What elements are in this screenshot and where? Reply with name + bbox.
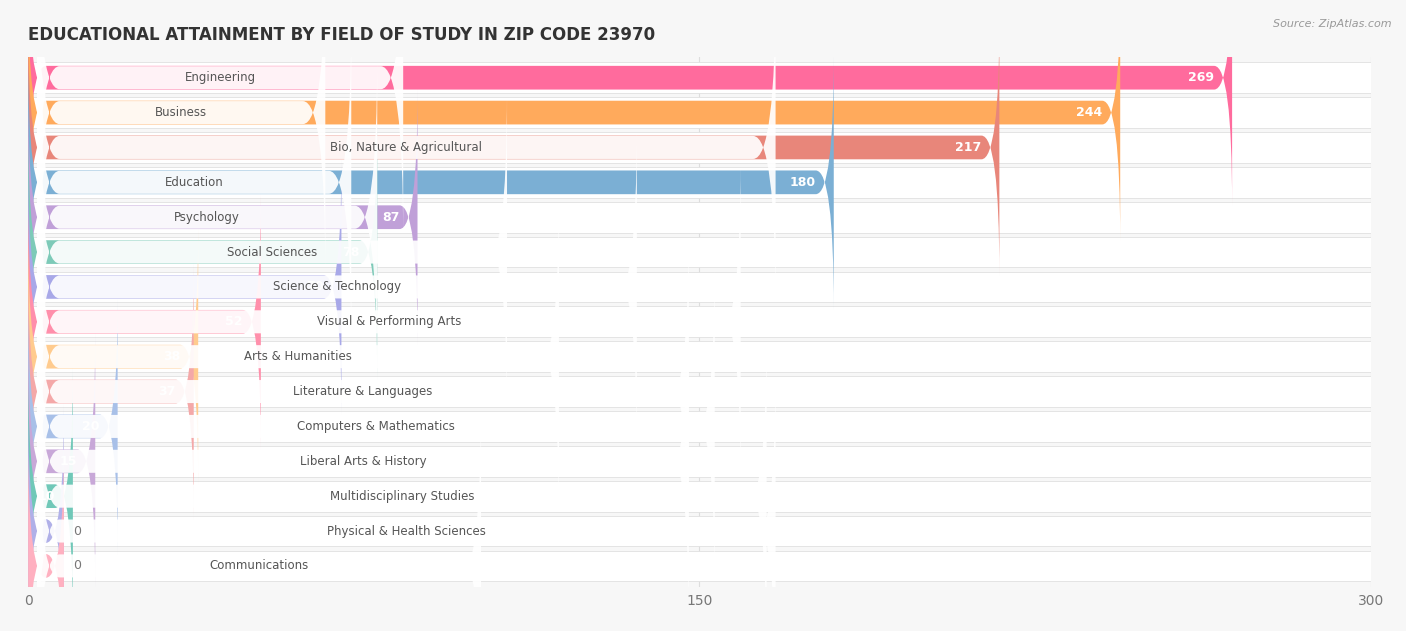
FancyBboxPatch shape (37, 228, 689, 555)
Text: 37: 37 (159, 385, 176, 398)
Bar (28, 341, 1371, 372)
FancyBboxPatch shape (37, 159, 741, 485)
FancyBboxPatch shape (28, 194, 262, 449)
FancyBboxPatch shape (37, 403, 481, 631)
FancyBboxPatch shape (37, 369, 776, 631)
FancyBboxPatch shape (37, 298, 689, 624)
FancyBboxPatch shape (28, 264, 194, 519)
FancyBboxPatch shape (37, 264, 714, 589)
FancyBboxPatch shape (28, 124, 377, 380)
Bar (28, 237, 1371, 268)
FancyBboxPatch shape (28, 0, 1121, 240)
Text: Business: Business (155, 106, 207, 119)
Text: 180: 180 (790, 176, 815, 189)
Text: EDUCATIONAL ATTAINMENT BY FIELD OF STUDY IN ZIP CODE 23970: EDUCATIONAL ATTAINMENT BY FIELD OF STUDY… (28, 26, 655, 44)
FancyBboxPatch shape (37, 124, 637, 450)
Text: Social Sciences: Social Sciences (226, 245, 318, 259)
Text: Science & Technology: Science & Technology (273, 280, 401, 293)
Text: 0: 0 (73, 524, 82, 538)
FancyBboxPatch shape (28, 20, 1000, 275)
FancyBboxPatch shape (37, 0, 776, 310)
FancyBboxPatch shape (28, 439, 63, 631)
Text: Education: Education (165, 176, 224, 189)
Text: 244: 244 (1076, 106, 1102, 119)
Text: Multidisciplinary Studies: Multidisciplinary Studies (329, 490, 474, 503)
FancyBboxPatch shape (37, 20, 352, 345)
FancyBboxPatch shape (37, 0, 404, 240)
Bar (28, 307, 1371, 337)
Text: 78: 78 (342, 245, 360, 259)
Text: Physical & Health Sciences: Physical & Health Sciences (326, 524, 485, 538)
FancyBboxPatch shape (28, 299, 118, 554)
Text: Literature & Languages: Literature & Languages (294, 385, 433, 398)
FancyBboxPatch shape (28, 403, 63, 631)
FancyBboxPatch shape (28, 159, 342, 415)
Bar (28, 271, 1371, 302)
Text: Psychology: Psychology (174, 211, 240, 224)
Bar (28, 411, 1371, 442)
Text: 217: 217 (955, 141, 981, 154)
Bar (28, 516, 1371, 546)
Text: Source: ZipAtlas.com: Source: ZipAtlas.com (1274, 19, 1392, 29)
Text: Computers & Mathematics: Computers & Mathematics (297, 420, 454, 433)
Bar (28, 202, 1371, 233)
Text: 269: 269 (1188, 71, 1215, 84)
Bar (28, 167, 1371, 198)
Bar (28, 551, 1371, 581)
Text: Arts & Humanities: Arts & Humanities (245, 350, 352, 363)
Text: Bio, Nature & Agricultural: Bio, Nature & Agricultural (330, 141, 482, 154)
FancyBboxPatch shape (28, 334, 96, 589)
Bar (28, 376, 1371, 407)
Bar (28, 446, 1371, 476)
Bar (28, 132, 1371, 163)
Text: Communications: Communications (209, 560, 309, 572)
Text: 87: 87 (382, 211, 399, 224)
Text: Visual & Performing Arts: Visual & Performing Arts (316, 316, 461, 328)
Bar (28, 481, 1371, 512)
FancyBboxPatch shape (37, 194, 560, 519)
FancyBboxPatch shape (37, 0, 325, 275)
Text: Liberal Arts & History: Liberal Arts & History (299, 455, 426, 468)
FancyBboxPatch shape (28, 229, 198, 485)
Text: 70: 70 (307, 280, 323, 293)
FancyBboxPatch shape (28, 55, 834, 310)
Text: 20: 20 (82, 420, 100, 433)
FancyBboxPatch shape (37, 89, 508, 415)
Text: 52: 52 (225, 316, 243, 328)
FancyBboxPatch shape (37, 54, 377, 380)
Text: 0: 0 (73, 560, 82, 572)
FancyBboxPatch shape (37, 333, 766, 631)
Text: 15: 15 (60, 455, 77, 468)
Text: Engineering: Engineering (184, 71, 256, 84)
FancyBboxPatch shape (28, 90, 418, 345)
FancyBboxPatch shape (28, 0, 1232, 205)
Text: 38: 38 (163, 350, 180, 363)
Text: 10: 10 (38, 490, 55, 503)
FancyBboxPatch shape (28, 369, 73, 624)
Bar (28, 62, 1371, 93)
Bar (28, 97, 1371, 128)
